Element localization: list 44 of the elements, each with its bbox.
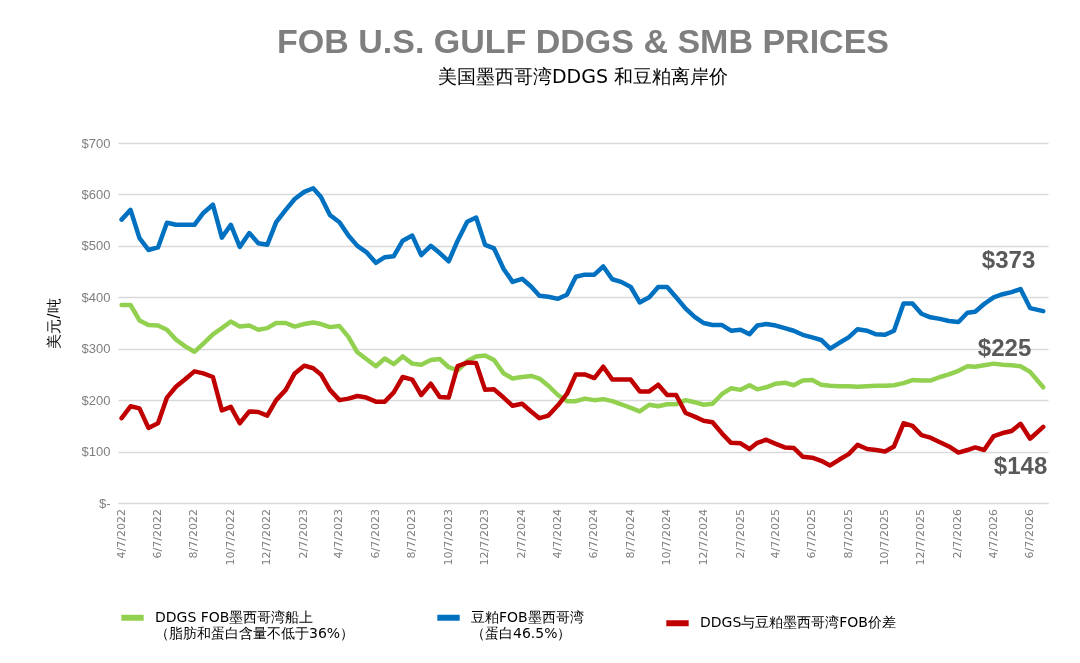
x-tick-label: 10/7/2024 xyxy=(660,509,674,566)
y-tick-label: $600 xyxy=(81,186,111,202)
x-tick-label: 6/7/2023 xyxy=(368,509,382,559)
line-series xyxy=(119,302,1046,414)
y-tick-label: $400 xyxy=(81,289,111,305)
y-tick-label: $300 xyxy=(81,341,111,357)
x-tick-label: 12/7/2025 xyxy=(914,509,928,566)
chart-title: FOB U.S. GULF DDGS & SMB PRICES xyxy=(276,22,890,60)
x-tick-label: 2/7/2025 xyxy=(733,509,747,559)
x-tick-label: 4/7/2023 xyxy=(332,509,346,559)
legend-label: DDGS FOB墨西哥湾船上（脂肪和蛋白含量不低于36%） xyxy=(155,608,355,641)
y-tick-label: $700 xyxy=(81,135,111,151)
x-tick-label: 8/7/2024 xyxy=(623,509,637,559)
legend-label: DDGS与豆粕墨西哥湾FOB价差 xyxy=(700,614,896,631)
x-tick-label: 10/7/2025 xyxy=(878,509,892,566)
annotation: $148 xyxy=(993,451,1048,479)
annotation: $373 xyxy=(981,246,1036,274)
x-tick-label: 10/7/2023 xyxy=(441,509,455,566)
x-tick-label: 10/7/2022 xyxy=(223,509,237,566)
y-tick-label: $500 xyxy=(81,238,111,254)
y-axis-title: 美元/吨 xyxy=(44,298,63,349)
x-tick-label: 8/7/2023 xyxy=(405,509,419,559)
x-tick-label: 4/7/2022 xyxy=(114,509,128,559)
chart-subtitle: 美国墨西哥湾DDGS 和豆粕离岸价 xyxy=(437,65,729,87)
legend-label: 豆粕FOB墨西哥湾（蛋白46.5%） xyxy=(471,608,584,641)
x-tick-label: 4/7/2026 xyxy=(986,509,1000,559)
annotation: $225 xyxy=(977,334,1032,362)
x-tick-label: 2/7/2023 xyxy=(297,509,311,559)
x-tick-label: 12/7/2024 xyxy=(696,509,710,566)
x-tick-label: 12/7/2023 xyxy=(478,509,492,566)
x-tick-label: 12/7/2022 xyxy=(260,509,274,566)
x-tick-label: 4/7/2024 xyxy=(550,509,564,559)
x-tick-label: 2/7/2024 xyxy=(515,509,529,559)
x-tick-label: 6/7/2026 xyxy=(1023,509,1037,559)
x-tick-label: 6/7/2024 xyxy=(587,509,601,559)
y-tick-label: $- xyxy=(98,495,111,511)
x-tick-label: 4/7/2025 xyxy=(768,509,782,559)
x-tick-label: 8/7/2025 xyxy=(841,509,855,559)
x-tick-label: 6/7/2025 xyxy=(805,509,819,559)
x-tick-label: 2/7/2026 xyxy=(951,509,965,559)
y-tick-label: $100 xyxy=(81,444,111,460)
x-tick-label: 6/7/2022 xyxy=(150,509,164,559)
x-tick-label: 8/7/2022 xyxy=(187,509,201,559)
y-tick-label: $200 xyxy=(81,392,111,408)
